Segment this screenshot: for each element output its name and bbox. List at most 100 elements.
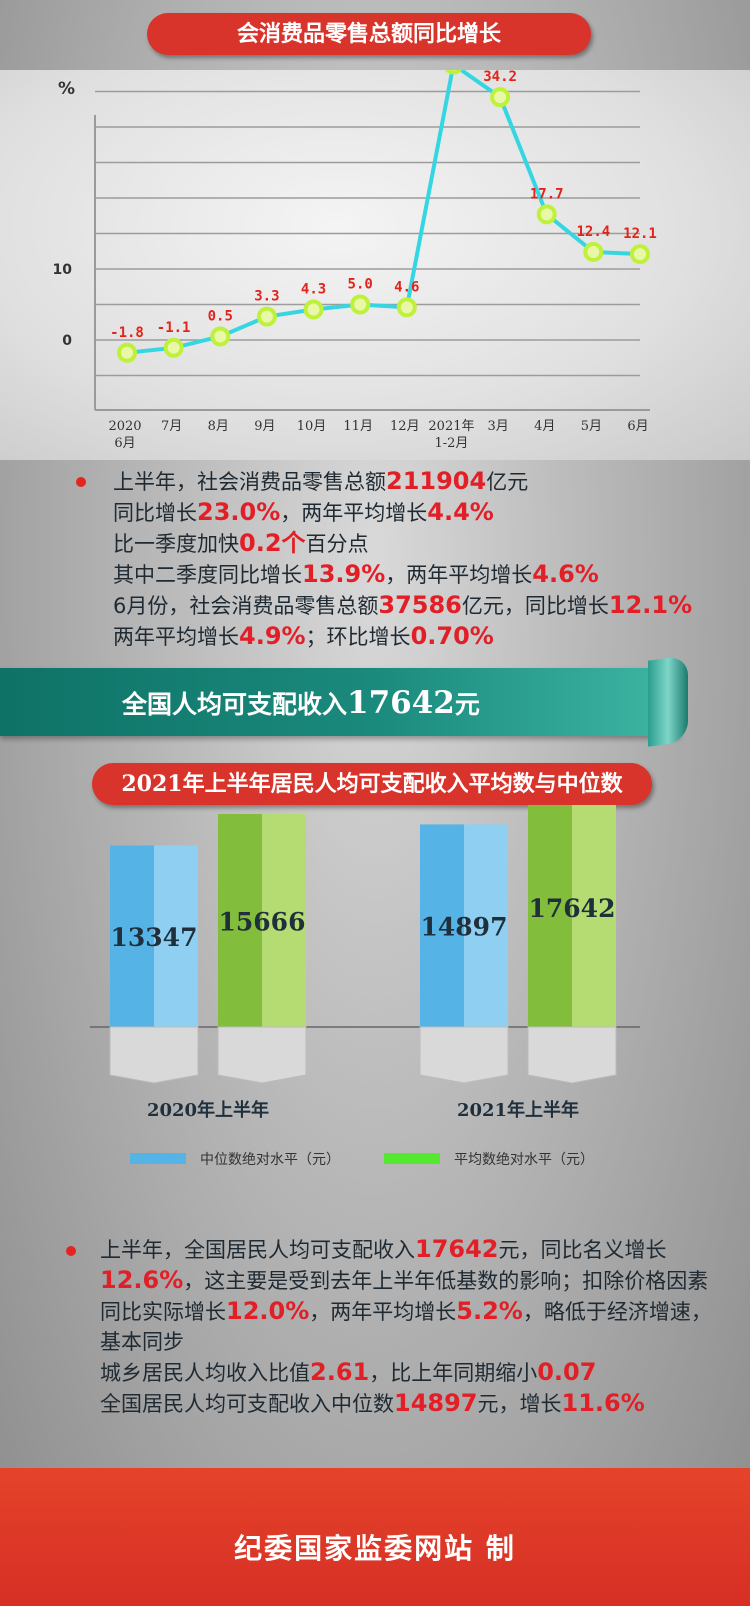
x-tick-label: 4月 <box>534 419 555 434</box>
stat-line: 全国居民人均可支配收入中位数14897元，增长11.6% <box>0 1388 750 1419</box>
chart-title-income: 2021年上半年居民人均可支配收入平均数与中位数 <box>92 763 652 805</box>
bar-right-face <box>572 805 616 1027</box>
bar-pedestal <box>217 1026 307 1084</box>
category-label: 2021年上半年 <box>457 1099 579 1121</box>
bullet-icon <box>66 1246 76 1256</box>
stat-text: 同比增长 <box>113 501 197 525</box>
data-label: 3.3 <box>254 289 279 305</box>
stat-text: 其中二季度同比增长 <box>113 563 302 587</box>
x-tick-label: 8月 <box>208 419 229 434</box>
bar-value-label: 13347 <box>111 923 198 952</box>
banner-unit: 元 <box>454 690 480 719</box>
stat-text: ，比上年同期缩小 <box>369 1361 538 1385</box>
stat-line: 12.6%，这主要是受到去年上半年低基数的影响；扣除价格因素 <box>0 1265 750 1296</box>
bar-pedestal <box>527 1026 617 1084</box>
stat-text: 城乡居民人均收入比值 <box>100 1361 310 1385</box>
data-label: 12.4 <box>577 224 611 240</box>
x-tick-label: 2020 6月 <box>108 419 141 451</box>
x-tick-label: 11月 <box>343 419 373 434</box>
banner-value: 17642 <box>347 685 455 721</box>
stat-text: 元，增长 <box>477 1392 562 1416</box>
category-label: 2020年上半年 <box>147 1099 269 1121</box>
bar-left-face <box>528 805 572 1027</box>
stat-line: 同比实际增长12.0%，两年平均增长5.2%，略低于经济增速， <box>0 1296 750 1327</box>
stat-highlight: 12.0% <box>226 1297 310 1325</box>
stat-highlight: 211904 <box>386 467 487 495</box>
stat-text: 两年平均增长 <box>113 625 239 649</box>
legend-swatch <box>384 1153 440 1164</box>
stat-highlight: 23.0% <box>197 498 281 526</box>
stat-highlight: 14897 <box>394 1389 478 1417</box>
stat-text: ，两年平均增长 <box>309 1300 457 1324</box>
stat-line: 比一季度加快0.2个百分点 <box>0 528 750 559</box>
stat-highlight: 17642 <box>415 1235 499 1263</box>
data-point <box>117 342 137 363</box>
y-tick-label: 0 <box>62 333 72 349</box>
x-tick-label: 3月 <box>487 419 508 434</box>
data-point <box>583 241 604 262</box>
stat-line: 同比增长23.0%，两年平均增长4.4% <box>0 497 750 528</box>
stat-line: 6月份，社会消费品零售总额37586亿元，同比增长12.1% <box>0 590 750 621</box>
data-label: 4.3 <box>301 281 326 297</box>
stat-line: 上半年，全国居民人均可支配收入17642元，同比名义增长 <box>0 1234 750 1265</box>
bar-right-face <box>262 813 306 1027</box>
stat-highlight: 4.6% <box>532 560 599 588</box>
legend-label: 中位数绝对水平（元） <box>200 1152 340 1168</box>
stat-text: ，这主要是受到去年上半年低基数的影响；扣除价格因素 <box>183 1269 709 1293</box>
banner-text: 全国人均可支配收入17642元 <box>122 685 480 721</box>
x-tick-label: 10月 <box>297 419 327 434</box>
data-point <box>210 326 231 347</box>
stat-text: 上半年，全国居民人均可支配收入 <box>100 1238 415 1262</box>
stat-text: 百分点 <box>305 532 369 556</box>
data-point <box>256 306 277 327</box>
line-chart: % 0 10 2020 6月 7月 8月 9月 10月 11月 12月 2021年 1-2月 3月 4月 5月… <box>53 70 657 451</box>
stat-highlight: 4.9% <box>239 622 306 650</box>
stat-highlight: 12.6% <box>100 1266 184 1294</box>
data-label: 5.0 <box>348 277 373 293</box>
bar-value-label: 17642 <box>529 894 616 923</box>
banner-label: 全国人均可支配收入 <box>122 690 348 719</box>
income-stats-text: 上半年，全国居民人均可支配收入17642元，同比名义增长 12.6%，这主要是受到… <box>0 1234 750 1419</box>
data-point <box>630 244 650 265</box>
stat-text: 元，同比名义增长 <box>498 1238 667 1262</box>
bar-value-label: 14897 <box>421 913 508 942</box>
bar-pedestal <box>109 1026 199 1084</box>
data-label: 17.7 <box>530 186 564 202</box>
x-tick-label: 5月 <box>581 419 602 434</box>
series-line <box>126 70 641 355</box>
stat-text: ，略低于经济增速， <box>522 1300 712 1324</box>
bullet-icon <box>76 477 86 487</box>
stat-text: ，两年平均增长 <box>280 501 428 525</box>
stat-text: 亿元，同比增长 <box>461 594 609 618</box>
stat-text: ；环比增长 <box>305 625 411 649</box>
data-label: -1.8 <box>110 325 144 341</box>
stat-highlight: 5.2% <box>456 1297 523 1325</box>
footer-bar <box>0 1468 750 1606</box>
stat-text: 亿元 <box>486 470 529 494</box>
stat-highlight: 12.1% <box>608 591 693 619</box>
retail-stats-text: 上半年，社会消费品零售总额211904亿元 同比增长23.0%，两年平均增长4.4… <box>0 466 750 652</box>
data-point <box>396 297 417 318</box>
stat-highlight: 13.9% <box>302 560 386 588</box>
stat-text: 6月份，社会消费品零售总额 <box>113 594 379 618</box>
data-point <box>303 299 324 320</box>
stat-highlight: 2.61 <box>310 1358 370 1386</box>
line-chart-panel <box>0 70 750 460</box>
data-point <box>536 204 557 225</box>
x-tick-label: 2021年 1-2月 <box>428 419 474 451</box>
bar-value-label: 15666 <box>219 907 306 936</box>
stat-text: 比一季度加快 <box>113 532 239 556</box>
income-banner <box>0 668 680 736</box>
data-point <box>350 294 371 315</box>
stat-text: 基本同步 <box>100 1330 184 1354</box>
legend-swatch <box>130 1153 186 1164</box>
y-tick-label: 10 <box>53 262 73 278</box>
x-tick-label: 7月 <box>161 419 182 434</box>
stat-text: ，两年平均增长 <box>385 563 533 587</box>
bar-left-face <box>110 845 154 1027</box>
stat-line: 城乡居民人均收入比值2.61，比上年同期缩小0.07 <box>0 1357 750 1388</box>
stat-highlight: 11.6% <box>561 1389 645 1417</box>
data-label: 0.5 <box>208 308 233 324</box>
stat-highlight: 0.07 <box>537 1358 597 1386</box>
chart-title-retail-growth: 会消费品零售总额同比增长 <box>147 13 591 55</box>
